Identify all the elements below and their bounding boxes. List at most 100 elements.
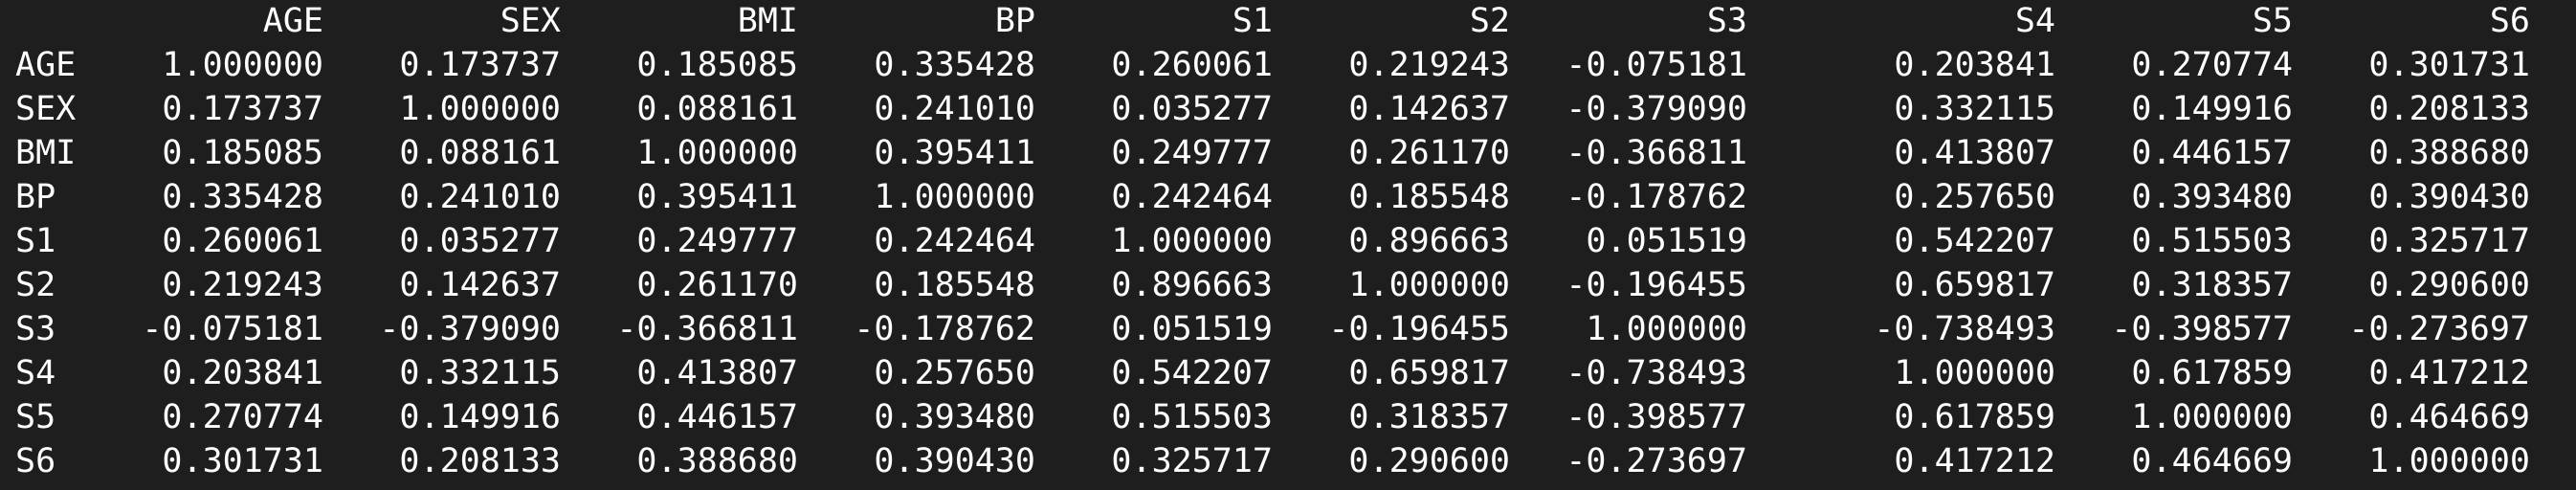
table-cell: -0.379090 [1566,90,1747,128]
table-cell: 1.000000 [1586,310,1747,348]
table-cell: 0.413807 [636,354,798,392]
column-header: AGE [262,2,323,40]
table-cell: 0.617859 [1894,398,2055,436]
row-label: SEX [15,90,77,128]
table-cell: 0.395411 [636,178,798,216]
table-cell: 0.203841 [1894,46,2055,84]
row-label: S2 [15,266,56,304]
table-row: AGE 1.000000 0.173737 0.185085 0.335428 0.260… [0,46,2576,84]
column-header: S6 [2489,2,2530,40]
table-row: S6 0.301731 0.208133 0.388680 0.390430 0.3257… [0,442,2576,480]
table-cell: 0.149916 [399,398,561,436]
row-label: S3 [15,310,56,348]
table-cell: 0.261170 [636,266,798,304]
table-cell: 0.088161 [399,134,561,172]
table-cell: 0.896663 [1111,266,1273,304]
column-header: S2 [1469,2,1510,40]
row-label: AGE [15,46,77,84]
table-cell: 0.257650 [874,354,1035,392]
table-cell: 0.035277 [1111,90,1273,128]
row-label: S1 [15,222,56,260]
table-cell: 0.290600 [1348,442,1510,480]
table-cell: 0.088161 [636,90,798,128]
table-cell: -0.398577 [1566,398,1747,436]
table-cell: 0.219243 [162,266,323,304]
table-cell: -0.196455 [1566,266,1747,304]
table-cell: 0.388680 [2368,134,2530,172]
table-cell: 0.464669 [2131,442,2293,480]
table-cell: 0.659817 [1894,266,2055,304]
column-header: S3 [1706,2,1747,40]
table-cell: 1.000000 [874,178,1035,216]
table-cell: 0.242464 [1111,178,1273,216]
table-cell: 0.208133 [399,442,561,480]
table-cell: 0.417212 [1894,442,2055,480]
table-row: S4 0.203841 0.332115 0.413807 0.257650 0.5422… [0,354,2576,392]
table-cell: 0.219243 [1348,46,1510,84]
table-cell: 0.149916 [2131,90,2293,128]
table-cell: 0.515503 [1111,398,1273,436]
table-cell: 0.413807 [1894,134,2055,172]
table-cell: 0.257650 [1894,178,2055,216]
table-cell: 1.000000 [636,134,798,172]
row-label: BMI [15,134,77,172]
table-cell: 0.260061 [1111,46,1273,84]
table-cell: -0.178762 [854,310,1035,348]
table-cell: 0.388680 [636,442,798,480]
table-cell: 0.325717 [2368,222,2530,260]
table-cell: 0.301731 [2368,46,2530,84]
table-cell: 0.301731 [162,442,323,480]
row-label: BP [15,178,56,216]
column-header: S5 [2252,2,2293,40]
table-cell: 0.332115 [399,354,561,392]
table-cell: 0.318357 [2131,266,2293,304]
table-cell: 0.417212 [2368,354,2530,392]
table-cell: -0.075181 [1566,46,1747,84]
table-cell: 0.142637 [399,266,561,304]
table-cell: 0.185548 [874,266,1035,304]
table-cell: -0.398577 [2111,310,2293,348]
table-cell: -0.273697 [1566,442,1747,480]
table-cell: -0.738493 [1874,310,2055,348]
column-header: BP [994,2,1035,40]
table-row: BP 0.335428 0.241010 0.395411 1.000000 0.2424… [0,178,2576,216]
table-cell: 0.051519 [1586,222,1747,260]
table-cell: 0.260061 [162,222,323,260]
table-cell: 1.000000 [2368,442,2530,480]
table-cell: 0.203841 [162,354,323,392]
table-row: SEX 0.173737 1.000000 0.088161 0.241010 0.035… [0,90,2576,128]
table-row: S3 -0.075181 -0.379090 -0.366811 -0.178762 0.… [0,310,2576,348]
table-cell: 0.185085 [636,46,798,84]
row-label: S4 [15,354,56,392]
table-cell: 0.185085 [162,134,323,172]
table-cell: 0.261170 [1348,134,1510,172]
table-cell: 1.000000 [1111,222,1273,260]
table-cell: -0.178762 [1566,178,1747,216]
table-cell: -0.075181 [142,310,323,348]
table-cell: 0.318357 [1348,398,1510,436]
table-row: BMI 0.185085 0.088161 1.000000 0.395411 0.249… [0,134,2576,172]
column-header: SEX [500,2,561,40]
header-row: AGE SEX BMI BP S1 S2 S3 S4 S5 S6 [0,2,2576,40]
table-cell: 1.000000 [2131,398,2293,436]
table-row: S2 0.219243 0.142637 0.261170 0.185548 0.8966… [0,266,2576,304]
table-cell: 0.185548 [1348,178,1510,216]
table-cell: 0.173737 [399,46,561,84]
column-header: BMI [737,2,798,40]
table-cell: 0.332115 [1894,90,2055,128]
table-cell: 0.464669 [2368,398,2530,436]
table-cell: 0.035277 [399,222,561,260]
table-cell: 0.051519 [1111,310,1273,348]
table-cell: 0.390430 [2368,178,2530,216]
table-cell: -0.366811 [1566,134,1747,172]
table-row: S5 0.270774 0.149916 0.446157 0.393480 0.5155… [0,398,2576,436]
table-cell: 0.542207 [1111,354,1273,392]
table-cell: 0.270774 [2131,46,2293,84]
table-cell: 0.390430 [874,442,1035,480]
table-cell: 0.270774 [162,398,323,436]
table-cell: 0.515503 [2131,222,2293,260]
table-cell: 0.173737 [162,90,323,128]
table-cell: 0.241010 [399,178,561,216]
table-cell: 0.335428 [874,46,1035,84]
table-cell: 0.241010 [874,90,1035,128]
